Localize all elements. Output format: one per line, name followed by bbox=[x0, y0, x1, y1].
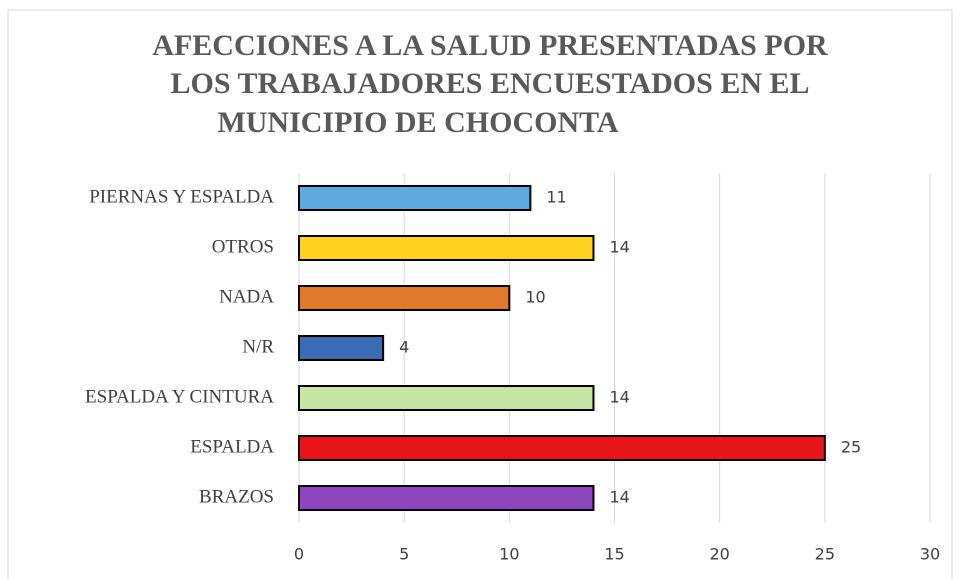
data-label: 14 bbox=[609, 488, 629, 507]
x-tick-label: 30 bbox=[920, 545, 940, 564]
bar bbox=[298, 285, 511, 311]
data-label: 4 bbox=[399, 338, 409, 357]
y-tick-label: PIERNAS Y ESPALDA bbox=[89, 186, 274, 207]
x-tick-label: 5 bbox=[399, 545, 409, 564]
data-label: 14 bbox=[609, 388, 629, 407]
data-label: 25 bbox=[841, 438, 861, 457]
bar bbox=[298, 485, 595, 511]
y-tick-label: NADA bbox=[219, 286, 274, 307]
bar bbox=[298, 335, 385, 361]
x-tick-label: 0 bbox=[294, 545, 304, 564]
y-tick-label: ESPALDA Y CINTURA bbox=[85, 386, 274, 407]
bar bbox=[298, 435, 826, 461]
x-tick-label: 25 bbox=[815, 545, 835, 564]
bar bbox=[298, 235, 595, 261]
bar bbox=[298, 185, 532, 211]
data-label: 10 bbox=[525, 288, 545, 307]
bar bbox=[298, 385, 595, 411]
y-tick-label: BRAZOS bbox=[199, 486, 274, 507]
data-label: 14 bbox=[609, 238, 629, 257]
y-tick-label: N/R bbox=[242, 336, 274, 357]
y-tick-label: OTROS bbox=[212, 236, 274, 257]
chart-title: AFECCIONES A LA SALUD PRESENTADAS POR bbox=[152, 29, 828, 62]
y-tick-label: ESPALDA bbox=[190, 436, 274, 457]
chart-title: MUNICIPIO DE CHOCONTA bbox=[217, 106, 618, 139]
x-tick-label: 15 bbox=[604, 545, 624, 564]
x-tick-label: 20 bbox=[709, 545, 729, 564]
chart-title: LOS TRABAJADORES ENCUESTADOS EN EL bbox=[170, 67, 809, 100]
data-label: 11 bbox=[546, 188, 566, 207]
x-tick-label: 10 bbox=[499, 545, 519, 564]
